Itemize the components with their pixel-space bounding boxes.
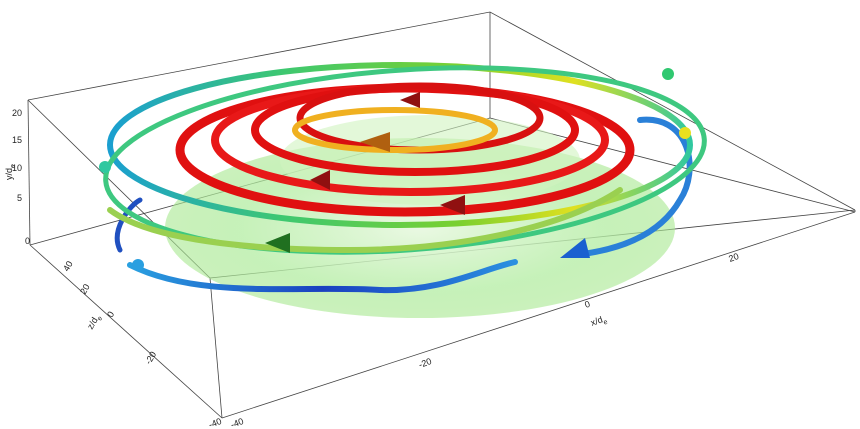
- x-axis: -40 -20 0 20 x/de: [229, 251, 740, 429]
- streamlines: [99, 62, 707, 294]
- z-tick-label: 40: [61, 259, 75, 273]
- label-subscript: e: [96, 315, 104, 322]
- x-tick-label: -20: [417, 356, 433, 370]
- x-axis-label: x/de: [589, 313, 608, 331]
- y-axis-label: y/de: [4, 164, 17, 180]
- y-tick-label: 20: [12, 108, 22, 118]
- y-tick-label: 0: [25, 236, 30, 246]
- z-axis-label: z/de: [85, 312, 104, 332]
- x-tick-label: -40: [229, 416, 245, 429]
- label-text: x/d: [589, 314, 604, 328]
- z-tick-label: 0: [105, 310, 116, 319]
- x-tick-label: 20: [727, 251, 740, 264]
- label-subscript: e: [603, 319, 609, 327]
- y-axis: 20 15 10 5 0 y/de: [4, 108, 30, 246]
- y-tick-label: 10: [12, 163, 22, 173]
- z-tick-label: 20: [78, 282, 92, 296]
- y-tick-label: 15: [12, 135, 22, 145]
- z-tick-label: -20: [143, 350, 158, 366]
- z-tick-label: -40: [207, 416, 223, 429]
- label-subscript: e: [10, 164, 17, 168]
- y-tick-label: 5: [17, 193, 22, 203]
- label-text: y/d: [4, 168, 14, 180]
- x-tick-label: 0: [583, 299, 591, 310]
